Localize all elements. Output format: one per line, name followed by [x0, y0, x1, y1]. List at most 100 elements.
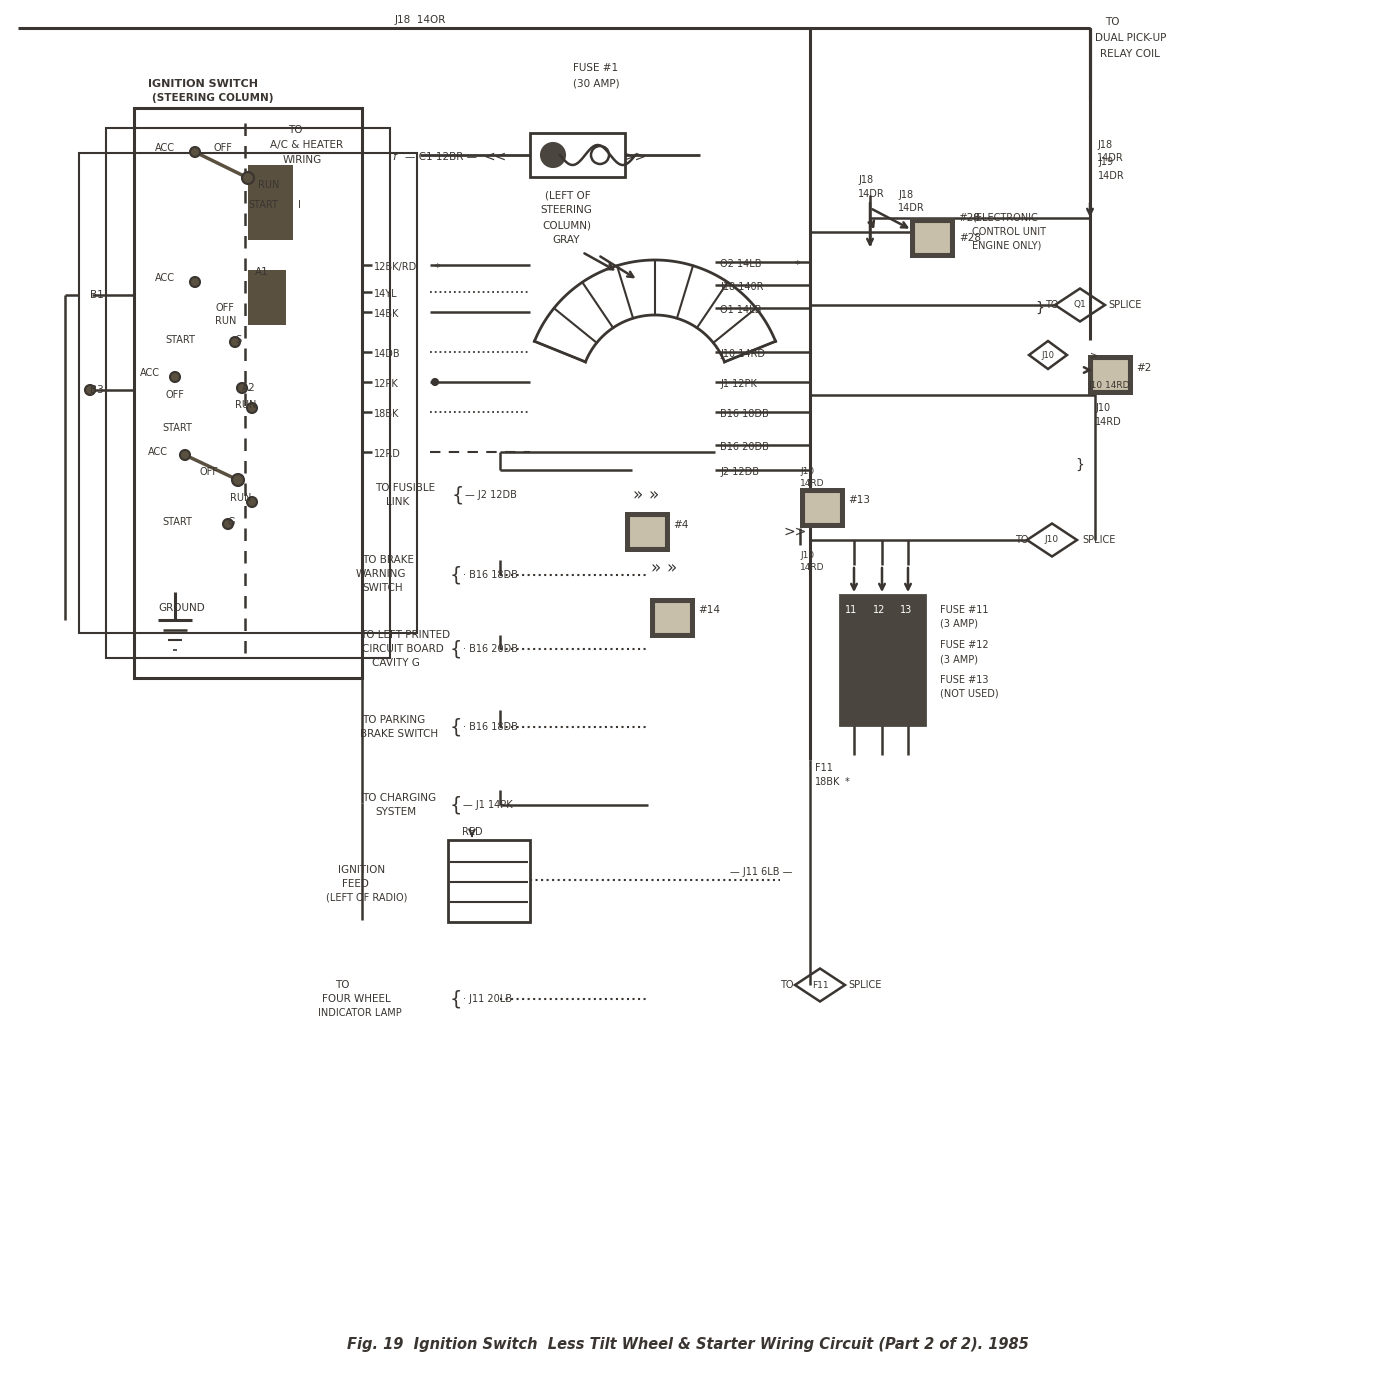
- Text: TO BRAKE: TO BRAKE: [362, 554, 414, 565]
- Circle shape: [223, 519, 233, 530]
- Text: J2 12DB: J2 12DB: [720, 467, 759, 477]
- Text: 12: 12: [873, 605, 885, 615]
- Text: RUN: RUN: [257, 181, 280, 190]
- Text: BRAKE SWITCH: BRAKE SWITCH: [359, 729, 438, 739]
- Circle shape: [230, 336, 240, 348]
- Text: FUSE #12: FUSE #12: [940, 640, 989, 650]
- Bar: [629, 516, 666, 547]
- Text: RED: RED: [463, 827, 482, 837]
- Bar: [248, 270, 286, 325]
- Text: I: I: [297, 200, 302, 210]
- Text: 14DR: 14DR: [1097, 171, 1125, 181]
- Text: B1: B1: [90, 290, 103, 301]
- Text: · B16 18DB: · B16 18DB: [463, 723, 518, 732]
- Bar: [650, 598, 695, 638]
- Text: F11: F11: [811, 980, 829, 990]
- Text: WIRING: WIRING: [284, 154, 322, 165]
- Text: COLUMN): COLUMN): [543, 221, 591, 230]
- Text: J1 12PK: J1 12PK: [720, 379, 757, 389]
- Circle shape: [85, 385, 95, 394]
- Text: ACC: ACC: [140, 368, 160, 378]
- Text: J10 14RD: J10 14RD: [720, 349, 766, 359]
- Text: B3: B3: [90, 385, 103, 394]
- Text: J10: J10: [1041, 350, 1055, 360]
- Text: (NOT USED): (NOT USED): [940, 690, 998, 699]
- Text: 14BK: 14BK: [375, 309, 399, 319]
- Bar: [654, 603, 691, 634]
- Text: FUSE #13: FUSE #13: [940, 674, 989, 685]
- Text: FOUR WHEEL: FOUR WHEEL: [322, 994, 391, 1004]
- Text: CONTROL UNIT: CONTROL UNIT: [972, 228, 1047, 237]
- Text: }: }: [1036, 301, 1044, 314]
- Text: · B16 20DB: · B16 20DB: [463, 644, 518, 654]
- Text: *: *: [845, 776, 850, 787]
- Circle shape: [541, 143, 565, 167]
- Text: SPLICE: SPLICE: [1082, 535, 1115, 545]
- Bar: [804, 492, 841, 524]
- Bar: [78, 153, 417, 633]
- Text: SPLICE: SPLICE: [848, 980, 881, 990]
- Text: CIRCUIT BOARD: CIRCUIT BOARD: [362, 644, 443, 654]
- Text: Fig. 19  Ignition Switch  Less Tilt Wheel & Starter Wiring Circuit (Part 2 of 2): Fig. 19 Ignition Switch Less Tilt Wheel …: [347, 1338, 1029, 1353]
- Text: (STEERING COLUMN): (STEERING COLUMN): [151, 92, 274, 103]
- Text: (LEFT OF: (LEFT OF: [545, 190, 591, 200]
- Text: J18: J18: [1097, 141, 1113, 150]
- Text: 11: 11: [845, 605, 858, 615]
- Text: »: »: [632, 485, 642, 503]
- Text: 14RD: 14RD: [1095, 416, 1122, 427]
- Text: »: »: [649, 485, 658, 503]
- Text: J10: J10: [800, 467, 814, 477]
- Text: A1: A1: [255, 268, 269, 277]
- Bar: [914, 222, 952, 254]
- Text: *: *: [795, 261, 800, 270]
- Text: · B16 18DB: · B16 18DB: [463, 570, 518, 581]
- Bar: [804, 492, 841, 524]
- Text: #13: #13: [848, 495, 870, 505]
- Text: ACC: ACC: [156, 273, 175, 283]
- Text: {: {: [450, 717, 463, 736]
- Text: TO FUSIBLE: TO FUSIBLE: [375, 483, 435, 494]
- Text: 18BK: 18BK: [375, 410, 399, 419]
- Text: GROUND: GROUND: [158, 603, 205, 614]
- Text: START: START: [162, 517, 191, 527]
- Text: f: f: [392, 152, 395, 161]
- Text: SPLICE: SPLICE: [1108, 301, 1142, 310]
- Text: J18  14OR: J18 14OR: [395, 15, 446, 25]
- Text: ACC: ACC: [156, 143, 175, 153]
- Bar: [134, 108, 362, 678]
- Text: J19: J19: [1097, 157, 1113, 167]
- Text: TO: TO: [288, 125, 303, 135]
- Text: GRAY: GRAY: [552, 234, 580, 245]
- Text: J10: J10: [1045, 535, 1059, 545]
- Circle shape: [237, 383, 246, 393]
- Bar: [910, 218, 956, 258]
- Text: START: START: [165, 335, 196, 345]
- Text: OFF: OFF: [200, 467, 219, 477]
- Text: >: >: [1091, 350, 1097, 360]
- Text: TO PARKING: TO PARKING: [362, 714, 425, 725]
- Text: (3 AMP): (3 AMP): [940, 619, 978, 629]
- Text: #28: #28: [958, 233, 980, 243]
- Text: TO: TO: [1104, 17, 1120, 28]
- Circle shape: [190, 148, 200, 157]
- Circle shape: [180, 450, 190, 461]
- Text: }: }: [1075, 458, 1084, 472]
- Text: J18 140R: J18 140R: [720, 281, 763, 292]
- Text: TO: TO: [1045, 301, 1059, 310]
- Text: TO: TO: [779, 980, 793, 990]
- Bar: [106, 128, 390, 658]
- Text: CAVITY G: CAVITY G: [372, 658, 420, 667]
- Text: WARNING: WARNING: [357, 570, 406, 579]
- Text: 13: 13: [901, 605, 912, 615]
- Bar: [530, 132, 625, 177]
- Text: <<: <<: [483, 150, 507, 164]
- Text: TO: TO: [1015, 535, 1029, 545]
- Text: FUSE #11: FUSE #11: [940, 605, 989, 615]
- Text: (ELECTRONIC: (ELECTRONIC: [972, 212, 1038, 223]
- Bar: [654, 603, 691, 634]
- Text: F11: F11: [815, 763, 833, 774]
- Text: IGNITION SWITCH: IGNITION SWITCH: [147, 79, 257, 90]
- Bar: [248, 165, 293, 240]
- Text: FEED: FEED: [341, 878, 369, 889]
- Text: #2: #2: [1136, 363, 1151, 372]
